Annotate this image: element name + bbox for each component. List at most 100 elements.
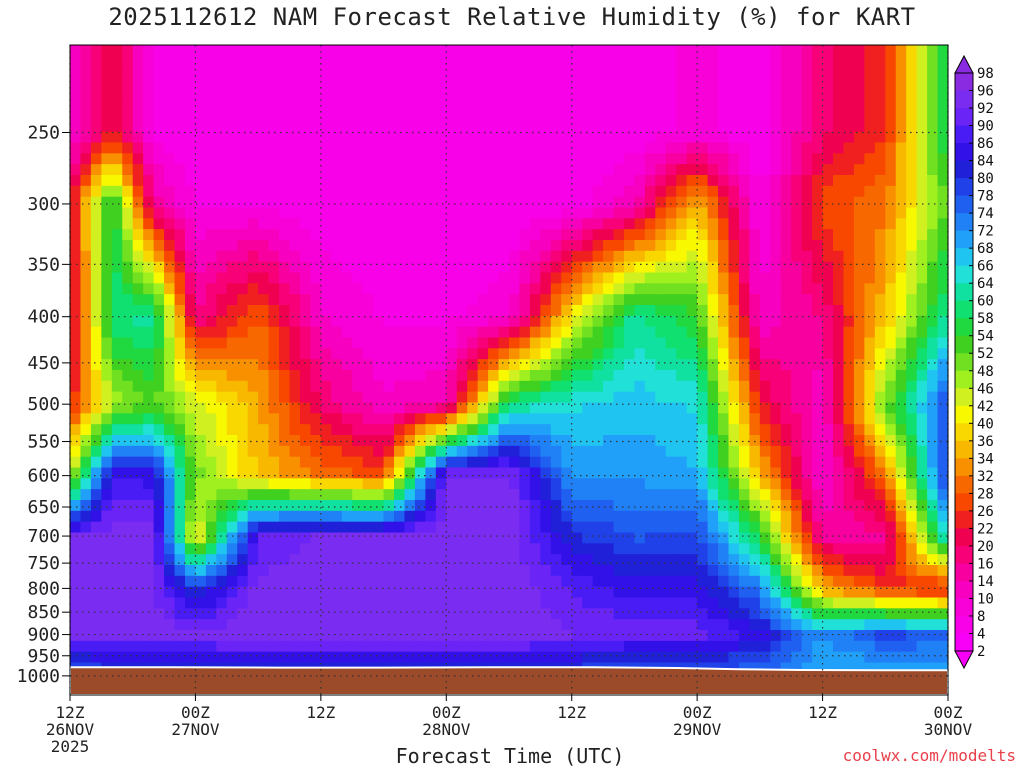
rh-cell bbox=[509, 359, 521, 371]
rh-cell bbox=[540, 424, 552, 436]
rh-cell bbox=[571, 66, 583, 79]
rh-cell bbox=[226, 456, 238, 469]
rh-cell bbox=[268, 294, 280, 306]
rh-cell bbox=[373, 229, 385, 241]
rh-cell bbox=[843, 55, 855, 68]
rh-cell bbox=[299, 489, 311, 501]
rh-cell bbox=[279, 142, 291, 154]
rh-cell bbox=[665, 554, 677, 566]
rh-cell bbox=[226, 413, 238, 425]
rh-cell bbox=[582, 45, 594, 57]
rh-cell bbox=[341, 532, 353, 544]
rh-cell bbox=[268, 391, 280, 404]
rh-cell bbox=[864, 348, 876, 360]
rh-cell bbox=[801, 565, 813, 577]
rh-cell bbox=[279, 640, 291, 653]
rh-cell bbox=[937, 402, 948, 414]
rh-cell bbox=[822, 175, 834, 187]
rh-cell bbox=[770, 500, 782, 512]
rh-cell bbox=[488, 240, 500, 252]
rh-cell bbox=[373, 45, 385, 57]
rh-cell bbox=[237, 229, 249, 241]
rh-cell bbox=[498, 554, 510, 566]
rh-cell bbox=[728, 294, 740, 306]
rh-cell bbox=[498, 207, 510, 219]
rh-cell bbox=[352, 175, 364, 187]
rh-cell bbox=[529, 218, 541, 230]
rh-cell bbox=[80, 510, 92, 523]
rh-cell bbox=[299, 456, 311, 469]
rh-cell bbox=[352, 630, 364, 642]
rh-cell bbox=[195, 532, 207, 544]
rh-cell bbox=[143, 370, 155, 382]
rh-cell bbox=[153, 424, 165, 436]
rh-cell bbox=[174, 380, 186, 393]
rh-cell bbox=[874, 500, 886, 512]
rh-cell bbox=[488, 315, 500, 328]
rh-cell bbox=[634, 88, 646, 100]
rh-cell bbox=[655, 175, 667, 187]
rh-cell bbox=[310, 229, 322, 241]
rh-cell bbox=[216, 120, 228, 133]
rh-cell bbox=[122, 88, 134, 100]
rh-cell bbox=[812, 619, 824, 631]
rh-cell bbox=[310, 88, 322, 100]
rh-cell bbox=[801, 305, 813, 317]
rh-cell bbox=[738, 424, 750, 436]
rh-cell bbox=[143, 651, 155, 664]
rh-cell bbox=[414, 445, 426, 458]
rh-cell bbox=[801, 45, 813, 57]
rh-cell bbox=[864, 196, 876, 209]
rh-cell bbox=[937, 500, 948, 512]
rh-cell bbox=[373, 424, 385, 436]
rh-cell bbox=[728, 521, 740, 534]
rh-cell bbox=[780, 478, 792, 490]
rh-cell bbox=[916, 630, 928, 642]
rh-cell bbox=[477, 120, 489, 133]
rh-cell bbox=[791, 337, 803, 349]
rh-cell bbox=[885, 99, 897, 111]
rh-cell bbox=[498, 521, 510, 534]
rh-cell bbox=[592, 532, 604, 544]
rh-cell bbox=[519, 348, 531, 360]
rh-cell bbox=[603, 424, 615, 436]
rh-cell bbox=[509, 413, 521, 425]
rh-cell bbox=[885, 294, 897, 306]
rh-cell bbox=[634, 120, 646, 133]
rh-cell bbox=[404, 240, 416, 252]
rh-cell bbox=[728, 554, 740, 566]
rh-cell bbox=[571, 456, 583, 469]
rh-cell bbox=[613, 120, 625, 133]
rh-cell bbox=[258, 142, 270, 154]
rh-cell bbox=[906, 99, 918, 111]
rh-cell bbox=[446, 521, 458, 534]
rh-cell bbox=[519, 99, 531, 111]
rh-cell bbox=[362, 435, 374, 447]
rh-cell bbox=[906, 640, 918, 653]
rh-cell bbox=[843, 608, 855, 620]
rh-cell bbox=[268, 229, 280, 241]
rh-cell bbox=[164, 175, 176, 187]
rh-cell bbox=[906, 619, 918, 631]
rh-cell bbox=[529, 435, 541, 447]
rh-cell bbox=[885, 153, 897, 165]
rh-cell bbox=[927, 510, 939, 523]
rh-cell bbox=[592, 261, 604, 274]
rh-cell bbox=[540, 45, 552, 57]
rh-cell bbox=[164, 467, 176, 479]
rh-cell bbox=[895, 424, 907, 436]
rh-cell bbox=[226, 521, 238, 534]
rh-cell bbox=[299, 575, 311, 588]
rh-cell bbox=[529, 294, 541, 306]
rh-cell bbox=[153, 45, 165, 57]
rh-cell bbox=[383, 608, 395, 620]
rh-cell bbox=[425, 55, 437, 68]
rh-cell bbox=[310, 391, 322, 404]
rh-cell bbox=[833, 283, 845, 295]
rh-cell bbox=[70, 532, 82, 544]
rh-cell bbox=[780, 510, 792, 523]
rh-cell bbox=[383, 283, 395, 295]
rh-cell bbox=[90, 110, 102, 122]
rh-cell bbox=[686, 521, 698, 534]
rh-cell bbox=[665, 110, 677, 122]
